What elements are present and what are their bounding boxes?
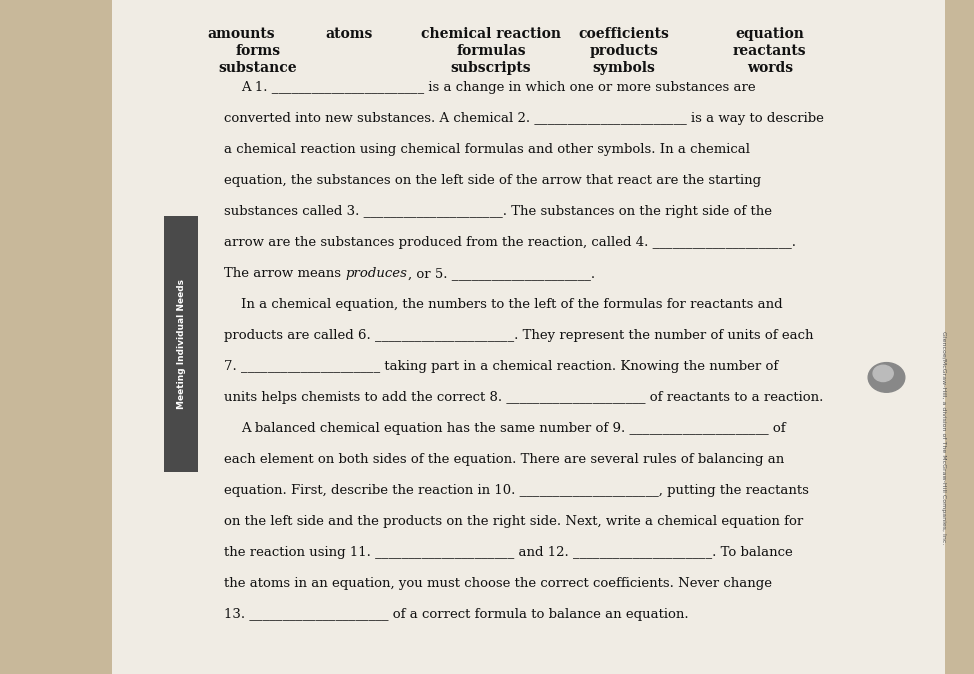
Bar [165,216,198,472]
Circle shape [868,363,905,392]
Text: substance: substance [218,61,297,75]
Text: reactants: reactants [733,44,806,58]
Text: 13. _____________________ of a correct formula to balance an equation.: 13. _____________________ of a correct f… [224,608,689,621]
Text: converted into new substances. A chemical 2. _______________________ is a way to: converted into new substances. A chemica… [224,112,824,125]
Text: atoms: atoms [325,27,373,41]
Text: , or 5. _____________________.: , or 5. _____________________. [407,267,595,280]
Text: the reaction using 11. _____________________ and 12. _____________________. To b: the reaction using 11. _________________… [224,546,793,559]
Text: amounts: amounts [207,27,275,41]
Text: 7. _____________________ taking part in a chemical reaction. Knowing the number : 7. _____________________ taking part in … [224,360,778,373]
Text: each element on both sides of the equation. There are several rules of balancing: each element on both sides of the equati… [224,453,785,466]
Text: equation. First, describe the reaction in 10. _____________________, putting the: equation. First, describe the reaction i… [224,484,809,497]
Text: equation, the substances on the left side of the arrow that react are the starti: equation, the substances on the left sid… [224,174,762,187]
Text: chemical reaction: chemical reaction [421,27,561,41]
Text: produces: produces [346,267,407,280]
Text: A 1. _______________________ is a change in which one or more substances are: A 1. _______________________ is a change… [242,81,756,94]
Text: formulas: formulas [456,44,526,58]
Text: products are called 6. _____________________. They represent the number of units: products are called 6. _________________… [224,329,814,342]
Text: Glencoe/McGraw-Hill, a division of The McGraw-Hill Companies, Inc.: Glencoe/McGraw-Hill, a division of The M… [941,332,946,545]
Text: coefficients: coefficients [579,27,669,41]
Text: products: products [589,44,658,58]
Text: In a chemical equation, the numbers to the left of the formulas for reactants an: In a chemical equation, the numbers to t… [242,298,783,311]
Text: equation: equation [735,27,805,41]
Text: arrow are the substances produced from the reaction, called 4. _________________: arrow are the substances produced from t… [224,236,797,249]
Text: on the left side and the products on the right side. Next, write a chemical equa: on the left side and the products on the… [224,515,804,528]
Text: the atoms in an equation, you must choose the correct coefficients. Never change: the atoms in an equation, you must choos… [224,577,772,590]
Text: subscripts: subscripts [451,61,531,75]
Text: words: words [747,61,793,75]
Text: a chemical reaction using chemical formulas and other symbols. In a chemical: a chemical reaction using chemical formu… [224,143,750,156]
Text: forms: forms [235,44,281,58]
Text: units helps chemists to add the correct 8. _____________________ of reactants to: units helps chemists to add the correct … [224,391,824,404]
Text: A balanced chemical equation has the same number of 9. _____________________ of: A balanced chemical equation has the sam… [242,422,786,435]
Text: Meeting Individual Needs: Meeting Individual Needs [176,279,186,408]
Circle shape [873,365,893,381]
Text: symbols: symbols [593,61,656,75]
Text: The arrow means: The arrow means [224,267,346,280]
Text: substances called 3. _____________________. The substances on the right side of : substances called 3. ___________________… [224,205,772,218]
